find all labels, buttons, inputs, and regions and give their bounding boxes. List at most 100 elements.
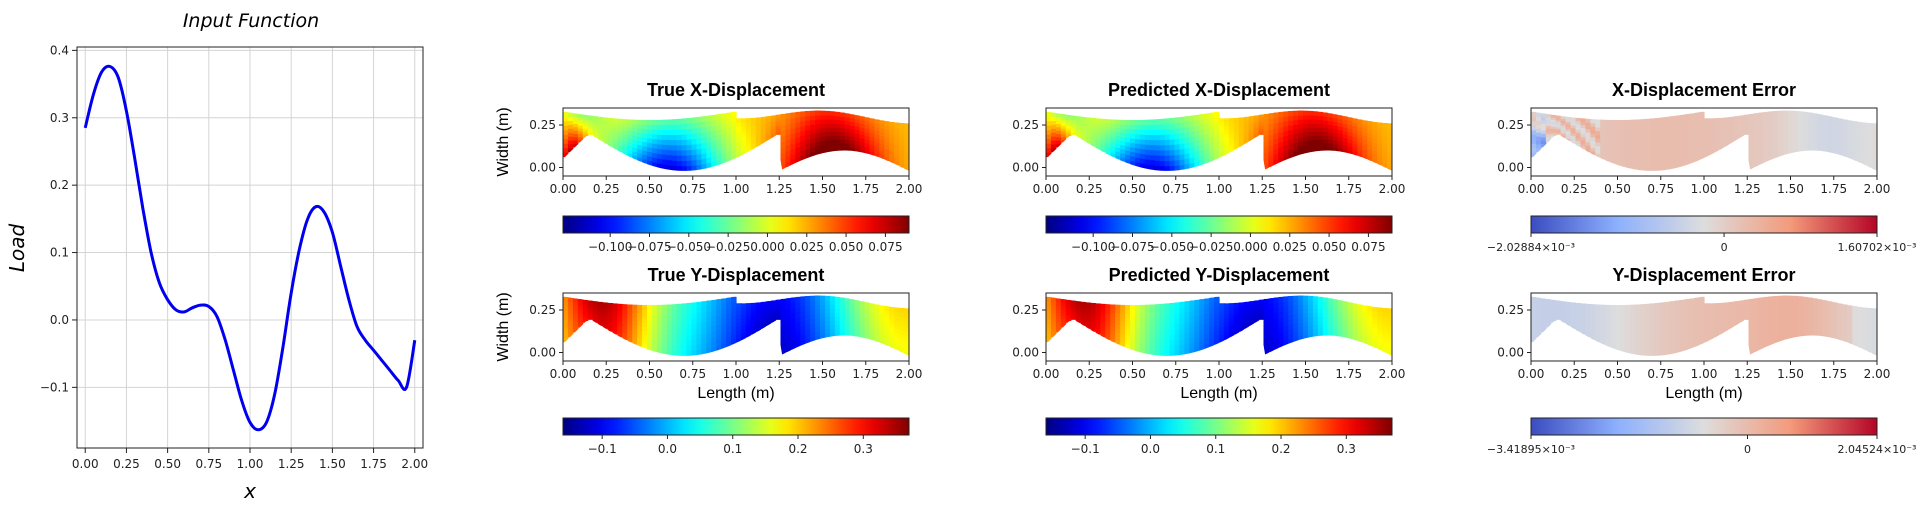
line-x-tick-label: 0.75 <box>195 457 222 471</box>
heatmap-x-tick-label: 0.00 <box>550 182 577 196</box>
heatmap-x-tick-label: 0.25 <box>1076 367 1103 381</box>
heatmap-y-tick-label: 0.25 <box>1012 118 1039 132</box>
line-x-ticks: 0.00 0.25 0.50 0.75 1.00 1.25 1.50 1.75 2.00 <box>72 448 428 471</box>
colorbar-tick-label: 0.050 <box>829 240 863 254</box>
heatmap-panel-3: X-Displacement Error 0.00 0.25 0.50 0.75 1.00… <box>1487 80 1917 254</box>
heatmap-x-tick-label: 2.00 <box>896 182 923 196</box>
heatmap-x-tick-label: 0.50 <box>636 367 663 381</box>
colorbar-tick-label: −0.050 <box>1150 240 1194 254</box>
colorbar-tick-label: 0.075 <box>868 240 902 254</box>
heatmap-x-tick-label: 0.75 <box>679 182 706 196</box>
heatmap-x-tick-label: 0.75 <box>1162 182 1189 196</box>
heatmap-x-tick-label: 1.00 <box>1206 182 1233 196</box>
heatmap-field <box>1046 295 1392 356</box>
heatmap-field <box>1531 295 1877 356</box>
heatmap-field <box>563 110 909 171</box>
colorbar-tick-label: 1.60702×10⁻³ <box>1838 241 1917 254</box>
heatmap-panel-2: Predicted X-Displacement 0.00 0.25 0.50 0.75… <box>1012 80 1405 254</box>
line-series <box>83 64 417 432</box>
line-x-tick-label: 1.00 <box>237 457 264 471</box>
heatmap-x-tick-label: 0.00 <box>1518 182 1545 196</box>
heatmap-title: True X-Displacement <box>647 80 825 100</box>
line-y-tick-label: 0.2 <box>50 178 69 192</box>
heatmap-x-tick-label: 1.50 <box>809 182 836 196</box>
heatmap-x-tick-label: 1.50 <box>1292 182 1319 196</box>
heatmap-field <box>1046 110 1392 171</box>
heatmap-y-tick-label: 0.00 <box>529 161 556 175</box>
heatmap-x-tick-label: 0.00 <box>1518 367 1545 381</box>
line-y-tick-label: −0.1 <box>40 380 69 394</box>
heatmap-field <box>1531 110 1877 171</box>
heatmap-x-tick-label: 2.00 <box>1864 182 1891 196</box>
heatmap-x-tick-label: 1.75 <box>852 182 879 196</box>
colorbar-tick-label: 0.050 <box>1312 240 1346 254</box>
colorbar-tick-label: 0.3 <box>854 442 873 456</box>
heatmap-x-tick-label: 1.00 <box>1691 367 1718 381</box>
colorbar-tick-label: 2.04524×10⁻³ <box>1838 443 1917 456</box>
colorbar-tick-label: 0.025 <box>790 240 824 254</box>
heatmap-title: Y-Displacement Error <box>1612 265 1795 285</box>
heatmap-y-tick-label: 0.00 <box>1497 346 1524 360</box>
line-x-tick-label: 1.25 <box>278 457 305 471</box>
heatmap-field <box>563 295 909 356</box>
heatmap-x-tick-label: 1.00 <box>1206 367 1233 381</box>
line-x-tick-label: 2.00 <box>401 457 428 471</box>
heatmap-y-tick-label: 0.25 <box>529 303 556 317</box>
colorbar-tick-label: 0.0 <box>1141 442 1160 456</box>
line-gridlines <box>77 47 423 448</box>
heatmap-y-tick-label: 0.25 <box>1497 303 1524 317</box>
heatmap-title: Predicted X-Displacement <box>1108 80 1330 100</box>
colorbar-tick-label: 0.000 <box>1233 240 1267 254</box>
colorbar-tick-label: 0.2 <box>1271 442 1290 456</box>
heatmap-x-tick-label: 1.75 <box>1335 182 1362 196</box>
heatmap-x-tick-label: 1.00 <box>723 367 750 381</box>
heatmap-x-tick-label: 2.00 <box>1379 182 1406 196</box>
heatmap-x-tick-label: 1.50 <box>809 367 836 381</box>
line-x-axis-label: x <box>243 479 256 503</box>
heatmap-x-tick-label: 1.25 <box>766 367 793 381</box>
heatmap-x-tick-label: 1.25 <box>1734 367 1761 381</box>
line-title: Input Function <box>183 10 319 32</box>
heatmap-y-tick-label: 0.00 <box>1497 161 1524 175</box>
colorbar-tick-label: −0.100 <box>588 240 632 254</box>
heatmap-x-tick-label: 1.50 <box>1777 367 1804 381</box>
heatmap-x-tick-label: 0.00 <box>1033 182 1060 196</box>
line-y-tick-label: 0.0 <box>50 313 69 327</box>
heatmap-x-tick-label: 0.25 <box>593 367 620 381</box>
colorbar-tick-label: 0.2 <box>788 442 807 456</box>
line-y-tick-label: 0.3 <box>50 111 69 125</box>
heatmap-x-tick-label: 0.50 <box>1604 367 1631 381</box>
line-x-tick-label: 0.25 <box>113 457 140 471</box>
heatmap-x-tick-label: 1.00 <box>1691 182 1718 196</box>
colorbar-tick-label: 0.3 <box>1337 442 1356 456</box>
heatmap-panel-5: Predicted Y-Displacement 0.00 0.25 0.50 0.75… <box>1012 265 1405 456</box>
heatmap-title: True Y-Displacement <box>648 265 825 285</box>
colorbar-tick-label: 0.1 <box>1206 442 1225 456</box>
heatmap-x-tick-label: 2.00 <box>1379 367 1406 381</box>
heatmap-x-tick-label: 0.50 <box>1119 367 1146 381</box>
colorbar-tick-label: −3.41895×10⁻³ <box>1487 443 1575 456</box>
heatmap-x-axis-label: Length (m) <box>1665 385 1742 402</box>
colorbar-tick-label: 0.075 <box>1351 240 1385 254</box>
load-curve <box>83 64 417 432</box>
line-y-tick-label: 0.1 <box>50 246 69 260</box>
colorbar-tick-label: 0.000 <box>750 240 784 254</box>
heatmap-x-tick-label: 1.00 <box>723 182 750 196</box>
heatmap-x-tick-label: 0.75 <box>679 367 706 381</box>
colorbar-tick-label: −0.025 <box>706 240 750 254</box>
heatmap-x-tick-label: 1.25 <box>1249 182 1276 196</box>
colorbar-tick-label: −0.075 <box>1110 240 1154 254</box>
heatmap-x-tick-label: 0.75 <box>1647 182 1674 196</box>
colorbar <box>562 417 910 436</box>
colorbar-tick-label: 0 <box>1744 443 1751 456</box>
heatmap-x-tick-label: 1.75 <box>852 367 879 381</box>
heatmap-x-tick-label: 1.50 <box>1292 367 1319 381</box>
colorbar-tick-label: −0.050 <box>667 240 711 254</box>
heatmap-x-tick-label: 0.25 <box>593 182 620 196</box>
heatmap-x-tick-label: 0.75 <box>1647 367 1674 381</box>
heatmap-y-tick-label: 0.00 <box>529 346 556 360</box>
colorbar-tick-label: −2.02884×10⁻³ <box>1487 241 1575 254</box>
heatmap-x-tick-label: 0.50 <box>636 182 663 196</box>
colorbar-tick-label: 0.1 <box>723 442 742 456</box>
